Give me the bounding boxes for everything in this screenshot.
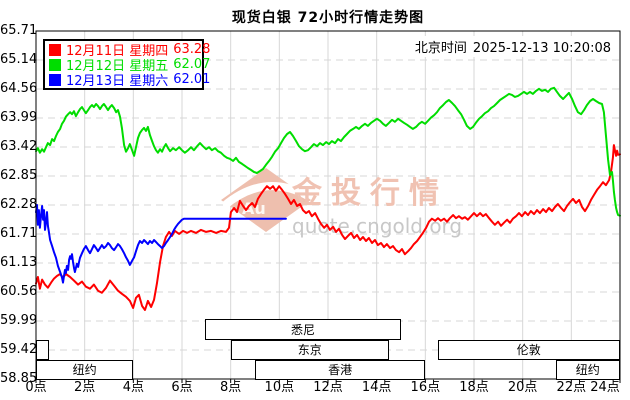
- legend-row: 12月11日 星期四 63.28: [45, 42, 210, 59]
- y-axis-label: 65.14: [0, 52, 38, 67]
- beijing-time-value: 2025-12-13 10:20:08: [472, 41, 611, 56]
- y-axis-label: 59.99: [0, 313, 38, 328]
- y-axis-label: 59.42: [0, 342, 38, 357]
- x-axis-label: 16点: [410, 380, 441, 395]
- session-label: 东京: [297, 343, 322, 357]
- x-axis-label: 8点: [220, 380, 242, 395]
- x-axis-label: 0点: [25, 380, 47, 395]
- watermark-brand: 金投行情: [291, 176, 448, 211]
- x-axis-label: 4点: [122, 380, 144, 395]
- y-axis-label: 62.28: [0, 197, 38, 212]
- x-axis-label: 2点: [74, 380, 96, 395]
- session-box-悉尼: 悉尼: [205, 319, 401, 340]
- session-label: 伦敦: [516, 343, 541, 357]
- legend-close-value: 62.01: [173, 72, 211, 87]
- x-axis-label: 20点: [507, 380, 538, 395]
- watermark-logo-diamond: [221, 168, 311, 232]
- x-axis-label: 22点: [556, 380, 587, 395]
- y-axis-label: 62.85: [0, 168, 38, 183]
- x-axis-label: 24点: [590, 380, 620, 395]
- legend-close-value: 63.28: [173, 42, 211, 57]
- beijing-time: 北京时间 2025-12-13 10:20:08: [411, 36, 614, 57]
- legend-day-label: 12月11日 星期四: [66, 44, 169, 59]
- legend: 12月11日 星期四 63.28 12月12日 星期五 62.07 12月13日 星期六…: [43, 39, 210, 90]
- legend-swatch-icon: [49, 73, 61, 86]
- legend-row: 12月13日 星期六 62.01: [45, 72, 210, 89]
- y-axis-label: 63.99: [0, 110, 38, 125]
- session-box-香港: 香港: [255, 360, 426, 380]
- legend-day-label: 12月13日 星期六: [66, 74, 169, 89]
- session-label: 悉尼: [291, 322, 316, 337]
- session-label: 纽约: [72, 363, 97, 377]
- session-box-伦敦: 伦敦: [437, 340, 620, 360]
- x-axis-label: 18点: [459, 380, 489, 395]
- y-axis-label: 64.56: [0, 81, 38, 96]
- y-axis-label: 65.71: [0, 23, 38, 38]
- y-axis-label: 60.56: [0, 284, 38, 299]
- y-axis-label: 58.85: [0, 371, 38, 386]
- y-axis-label: 61.13: [0, 255, 38, 270]
- series-line-0: [35, 144, 621, 311]
- beijing-time-label: 北京时间: [414, 41, 467, 56]
- session-label: 纽约: [575, 363, 600, 377]
- series-line-1: [35, 86, 621, 217]
- series-line-2: [35, 204, 287, 284]
- session-box-东京: 东京: [230, 340, 389, 360]
- session-box-纽约: 纽约: [36, 360, 134, 380]
- x-axis-label: 14点: [361, 380, 392, 395]
- legend-close-value: 62.07: [173, 57, 211, 72]
- legend-row: 12月12日 星期五 62.07: [45, 57, 210, 74]
- page-title: 现货白银 72小时行情走势图: [231, 10, 425, 26]
- x-axis-label: 12点: [313, 380, 343, 395]
- y-axis-label: 63.42: [0, 139, 38, 154]
- watermark-logo-swoosh: [221, 182, 310, 210]
- x-axis-label: 10点: [264, 380, 295, 395]
- x-axis-label: 6点: [171, 380, 193, 395]
- legend-day-label: 12月12日 星期五: [66, 59, 169, 74]
- session-label: 香港: [328, 363, 353, 377]
- legend-swatch-icon: [49, 43, 61, 56]
- y-axis-label: 61.71: [0, 226, 38, 241]
- session-box-blank: [36, 340, 49, 360]
- session-box-纽约: 纽约: [555, 360, 620, 380]
- watermark-url: quote.cngold.org: [292, 214, 462, 238]
- watermark-logo-au: Au: [242, 199, 266, 218]
- legend-swatch-icon: [49, 58, 61, 71]
